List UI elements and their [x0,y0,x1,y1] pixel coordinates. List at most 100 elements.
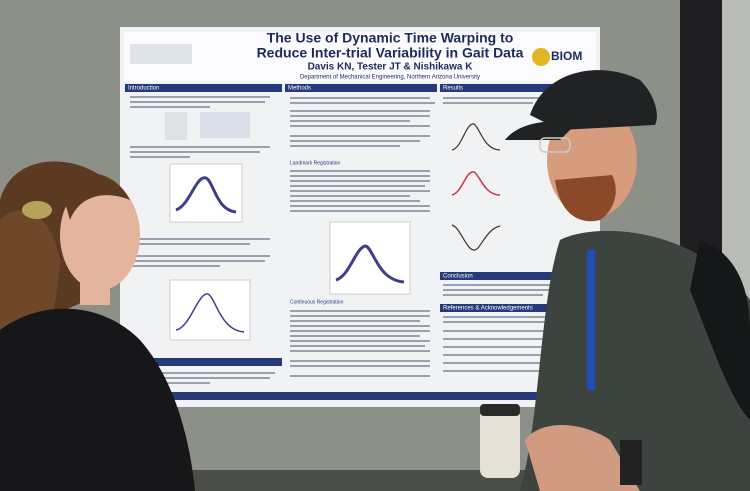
poster: The Use of Dynamic Time Warping to Reduc… [120,27,600,407]
shape [443,284,563,286]
shape [0,308,195,491]
shape [130,382,210,384]
shape [290,140,420,142]
shape [290,330,430,332]
shape [130,377,270,379]
shape [290,110,430,112]
section-header-bar [440,272,595,280]
shape [539,137,571,153]
shape [443,102,533,104]
shape [443,330,563,332]
shape [480,404,520,416]
shape [443,338,553,340]
shape [555,175,616,222]
shape [290,325,430,327]
shape [290,125,430,127]
shape [290,315,430,317]
shape [443,321,553,323]
shape [480,408,520,478]
shape [290,320,420,322]
shape [443,370,553,372]
shape [290,205,430,207]
shape [451,171,501,196]
shape [290,115,430,117]
shape [451,123,501,151]
shape [290,335,420,337]
section-header: Methods [288,86,311,92]
shape [200,112,250,138]
poster-title: Reduce Inter-trial Variability in Gait D… [257,45,524,61]
shape [451,224,501,251]
shape [443,289,553,291]
shape [130,96,270,98]
shape [290,190,430,192]
poster-footer [125,392,595,400]
shape [22,201,52,219]
shape [443,97,543,99]
subheading: Continuous Registration [290,299,344,305]
shape [335,244,405,284]
shape [620,440,642,485]
figure [165,112,501,341]
shape [443,346,563,348]
shape [505,121,575,140]
shape [130,260,265,262]
poster-header [124,32,596,82]
shape [290,210,430,212]
section-header-bar [440,84,595,92]
shape [290,200,420,202]
shape [175,176,237,214]
shape [290,135,430,137]
shape [587,250,595,390]
shape [290,145,400,147]
shape [60,173,130,220]
shape [130,101,265,103]
shape [130,265,220,267]
shape [525,425,640,491]
biom-logo: BIOM [551,49,582,63]
subheading: Landmark Registration [290,160,341,166]
shape [290,175,430,177]
university-logo [130,44,192,64]
shape [290,120,410,122]
shape [130,151,260,153]
shape [130,106,210,108]
section-header-bar [125,84,282,92]
poster-authors: Davis KN, Tester JT & Nishikawa K [308,62,474,73]
shape [290,310,430,312]
man [480,70,750,491]
shape [169,163,243,223]
shape [290,360,430,362]
shape [290,102,435,104]
shape [443,316,563,318]
shape [130,255,270,257]
section-header: Conclusion [443,274,473,280]
shape [290,170,430,172]
shape [290,375,430,377]
section-header-bar [440,304,595,312]
shape [130,243,250,245]
shape [175,293,245,333]
woman [0,161,195,491]
shape [80,275,110,305]
section-header: Results [443,86,463,92]
section-header-bar [285,84,437,92]
shape [165,112,187,140]
shape [443,362,563,364]
shape [290,185,425,187]
shape [60,180,140,290]
section-header: References & Acknowledgements [443,306,533,312]
shape [290,350,430,352]
shape [290,180,430,182]
shape [290,97,430,99]
shape [130,146,270,148]
shape [130,238,270,240]
shape [130,372,275,374]
poster-title: The Use of Dynamic Time Warping to [267,30,514,46]
shape [290,345,425,347]
shape [290,195,410,197]
body-text [130,96,563,384]
shape [530,70,657,130]
